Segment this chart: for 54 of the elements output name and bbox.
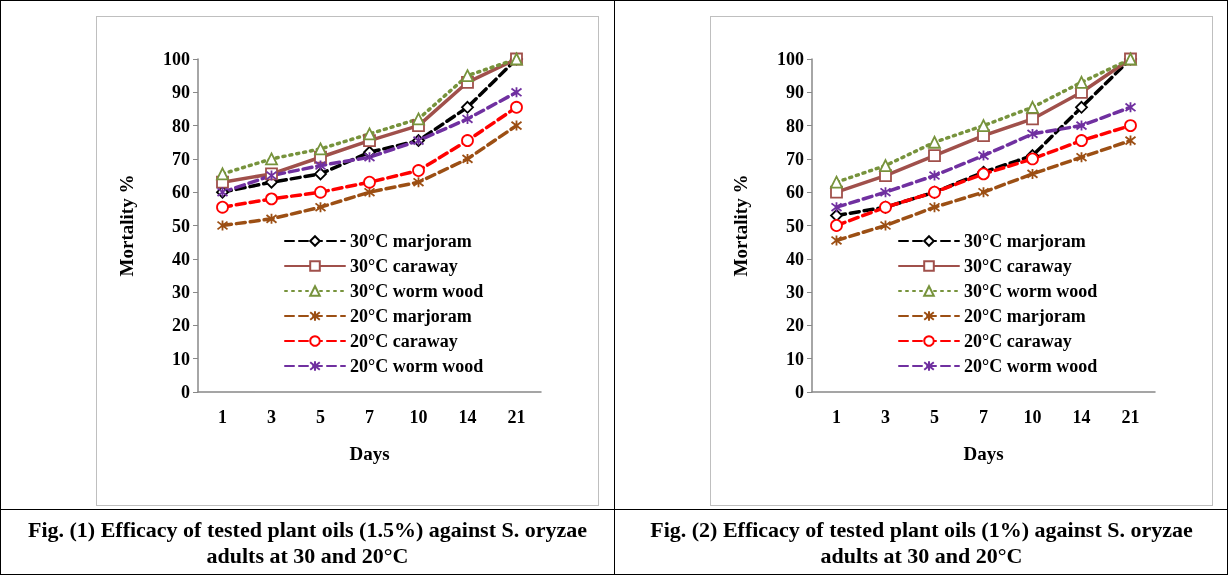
y-tick-label: 30 — [786, 282, 804, 303]
x-tick-label: 3 — [881, 407, 890, 427]
y-tick-label: 30 — [172, 282, 190, 303]
x-tick-label: 5 — [930, 407, 939, 427]
legend-label: 20°C caraway — [964, 331, 1072, 351]
legend-label: 20°C marjoram — [964, 306, 1086, 326]
x-tick-label: 1 — [832, 407, 841, 427]
x-tick-label: 21 — [507, 407, 526, 427]
y-tick-label: 10 — [172, 348, 190, 369]
x-tick-label: 5 — [316, 407, 325, 427]
y-tick-label: 100 — [163, 49, 190, 69]
y-tick-label: 70 — [172, 148, 190, 169]
legend-label: 30°C worm wood — [350, 281, 484, 301]
y-tick-label: 70 — [786, 148, 804, 169]
legend-label: 30°C worm wood — [964, 281, 1098, 301]
y-tick-label: 10 — [786, 348, 804, 369]
legend-label: 20°C worm wood — [350, 356, 484, 376]
y-tick-label: 0 — [181, 382, 190, 402]
x-tick-label: 14 — [458, 407, 477, 427]
x-tick-label: 1 — [218, 407, 227, 427]
x-tick-label: 7 — [365, 407, 374, 427]
text: Fig. (2) Efficacy of tested plant oils (1%) against S. oryzae adults at 30 and 20°C — [615, 509, 1228, 575]
x-tick-label: 14 — [1072, 407, 1091, 427]
x-tick-label: 3 — [267, 407, 276, 427]
y-tick-label: 50 — [786, 215, 804, 236]
y-tick-label: 0 — [795, 382, 804, 402]
x-tick-label: 21 — [1121, 407, 1140, 427]
y-tick-label: 40 — [786, 248, 804, 269]
y-tick-label: 50 — [172, 215, 190, 236]
legend-label: 30°C caraway — [964, 256, 1072, 276]
x-tick-label: 10 — [1023, 407, 1042, 427]
y-tick-label: 20 — [786, 315, 804, 336]
legend-label: 30°C marjoram — [350, 231, 472, 251]
x-tick-label: 7 — [979, 407, 988, 427]
y-tick-label: 80 — [172, 115, 190, 136]
y-tick-label: 40 — [172, 248, 190, 269]
legend-label: 30°C marjoram — [964, 231, 1086, 251]
legend-label: 20°C caraway — [350, 331, 458, 351]
x-axis-title: Days — [963, 443, 1004, 464]
legend-label: 30°C caraway — [350, 256, 458, 276]
y-axis-title: Mortality % — [116, 174, 137, 277]
legend-label: 20°C worm wood — [964, 356, 1098, 376]
x-tick-label: 10 — [409, 407, 428, 427]
y-tick-label: 90 — [786, 82, 804, 103]
y-tick-label: 60 — [172, 182, 190, 203]
y-axis-title: Mortality % — [730, 174, 751, 277]
y-tick-label: 90 — [172, 82, 190, 103]
y-tick-label: 60 — [786, 182, 804, 203]
y-tick-label: 100 — [777, 49, 804, 69]
legend-label: 20°C marjoram — [350, 306, 472, 326]
y-tick-label: 80 — [786, 115, 804, 136]
text: Fig. (1) Efficacy of tested plant oils (1.5%) against S. oryzae adults at 30 and 20°C — [1, 509, 614, 575]
x-axis-title: Days — [349, 443, 390, 464]
y-tick-label: 20 — [172, 315, 190, 336]
